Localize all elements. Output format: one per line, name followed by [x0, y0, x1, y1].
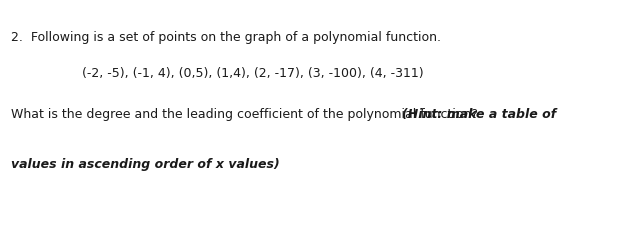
Text: (Hint: make a table of: (Hint: make a table of: [403, 108, 557, 121]
Text: 2.  Following is a set of points on the graph of a polynomial function.: 2. Following is a set of points on the g…: [11, 31, 441, 44]
Text: What is the degree and the leading coefficient of the polynomial function?: What is the degree and the leading coeff…: [11, 108, 482, 121]
Text: values in ascending order of x values): values in ascending order of x values): [11, 158, 280, 171]
Text: (-2, -5), (-1, 4), (0,5), (1,4), (2, -17), (3, -100), (4, -311): (-2, -5), (-1, 4), (0,5), (1,4), (2, -17…: [82, 67, 424, 80]
